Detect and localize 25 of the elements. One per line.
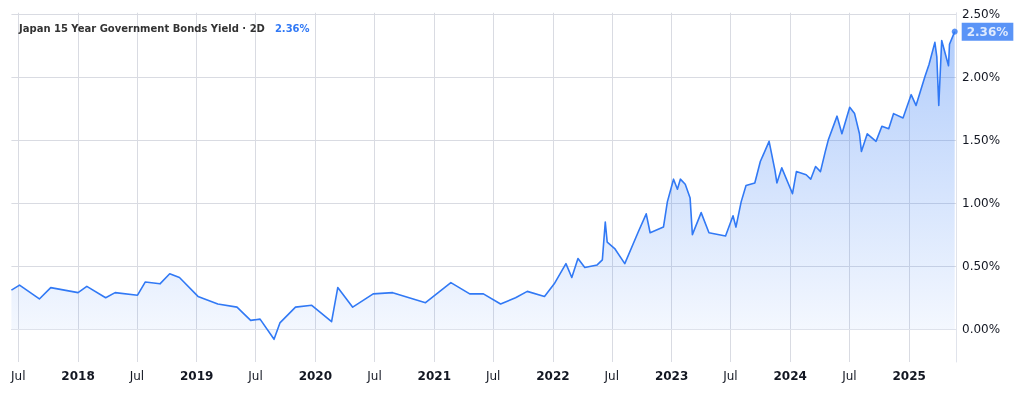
- x-tick-label: Jul: [484, 369, 501, 383]
- y-tick-label: 0.50%: [962, 259, 1001, 274]
- x-tick-label: 2021: [417, 369, 451, 383]
- x-tick-label: Jul: [366, 369, 382, 383]
- x-tick-label: Jul: [10, 369, 26, 383]
- y-tick-label: 1.50%: [962, 133, 1001, 148]
- x-tick-label: 2025: [892, 369, 926, 383]
- x-tick-label: Jul: [128, 369, 145, 383]
- x-tick-label: 2023: [654, 369, 689, 383]
- y-tick-label: 0.00%: [962, 322, 1001, 337]
- y-tick-label: 2.50%: [962, 7, 1001, 21]
- y-tick-label: 1.00%: [962, 196, 1001, 211]
- x-tick-label: 2022: [536, 369, 570, 383]
- y-tick-label: 2.00%: [962, 70, 1001, 85]
- x-tick-label: Jul: [603, 369, 620, 383]
- x-tick-label: 2024: [773, 369, 807, 383]
- x-tick-label: 2018: [61, 369, 95, 383]
- x-tick-label: 2020: [298, 369, 333, 383]
- text: Japan 15 Year Government Bonds Yield · 2D: [18, 22, 265, 34]
- annotation: 2.36%: [966, 24, 1009, 39]
- x-tick-label: 2019: [179, 369, 214, 383]
- annotation: 2.36%: [274, 22, 310, 34]
- x-tick-label: Jul: [841, 369, 857, 383]
- x-tick-label: Jul: [722, 369, 738, 383]
- x-tick-label: Jul: [247, 369, 263, 383]
